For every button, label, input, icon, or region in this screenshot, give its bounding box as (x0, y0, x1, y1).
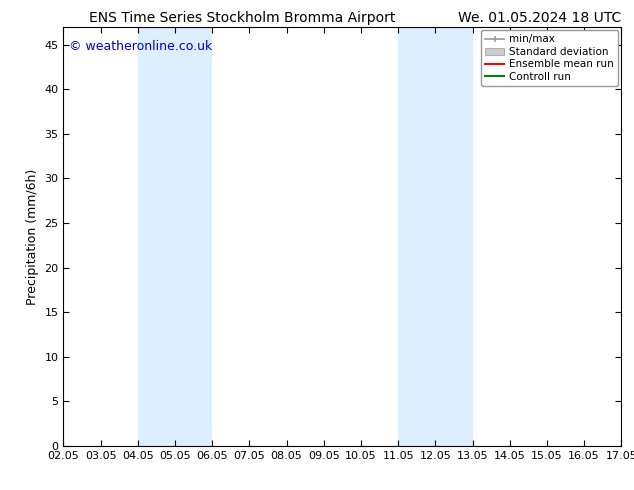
Bar (138, 27, 212, 446)
Text: We. 01.05.2024 18 UTC: We. 01.05.2024 18 UTC (458, 11, 621, 25)
Text: ENS Time Series Stockholm Bromma Airport: ENS Time Series Stockholm Bromma Airport (89, 11, 395, 25)
Legend: min/max, Standard deviation, Ensemble mean run, Controll run: min/max, Standard deviation, Ensemble me… (481, 30, 618, 86)
Y-axis label: Precipitation (mm/6h): Precipitation (mm/6h) (26, 168, 39, 305)
Text: © weatheronline.co.uk: © weatheronline.co.uk (69, 40, 212, 52)
Bar (398, 27, 472, 446)
